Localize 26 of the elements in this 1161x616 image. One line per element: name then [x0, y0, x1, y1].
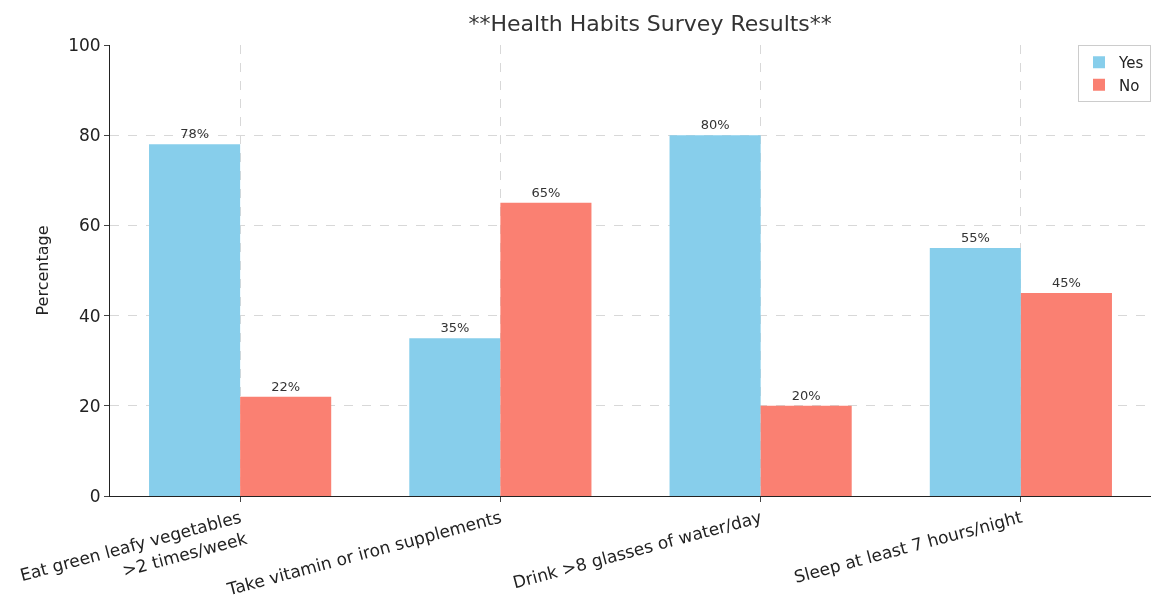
y-axis-title: Percentage: [33, 225, 53, 316]
data-label: 45%: [1051, 275, 1081, 291]
bar: [1020, 293, 1112, 496]
bar: [669, 135, 761, 496]
data-label: 80%: [700, 117, 730, 133]
data-label: 65%: [531, 184, 561, 200]
chart-title: **Health Habits Survey Results**: [468, 10, 832, 36]
bar: [409, 338, 501, 496]
legend-label: Yes: [1118, 54, 1144, 73]
bar: [149, 144, 241, 496]
bar: [929, 247, 1021, 496]
legend-label: No: [1119, 76, 1140, 95]
y-tick-label: 20: [78, 395, 101, 416]
data-label: 55%: [960, 229, 990, 245]
data-label: 35%: [440, 320, 470, 336]
bar: [240, 396, 332, 496]
bar: [500, 202, 592, 496]
data-label: 20%: [791, 387, 821, 403]
data-label: 78%: [180, 126, 210, 142]
data-label: 22%: [271, 378, 301, 394]
y-tick-label: 60: [78, 215, 101, 236]
y-tick-label: 80: [78, 125, 101, 146]
y-tick-label: 100: [68, 34, 101, 55]
y-tick-label: 0: [89, 485, 101, 506]
bar: [760, 405, 852, 496]
y-tick-label: 40: [78, 305, 101, 326]
